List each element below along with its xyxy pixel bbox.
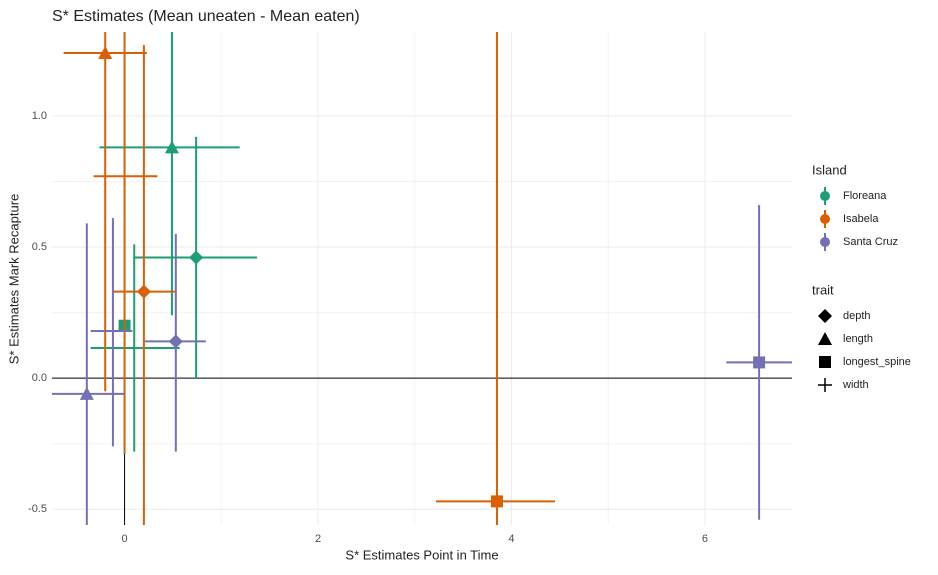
- y-tick-label: 1.0: [32, 110, 47, 122]
- x-tick-label: 4: [508, 533, 514, 545]
- point: [753, 356, 766, 369]
- legend-marker: [820, 191, 830, 201]
- legend-title: Island: [812, 162, 847, 177]
- y-axis-label: S* Estimates Mark Recapture: [6, 194, 21, 365]
- point: [490, 495, 503, 508]
- point: [189, 250, 204, 265]
- plot-area: [52, 32, 792, 525]
- legend-label: longest_spine: [843, 356, 911, 368]
- legend-label: Isabela: [843, 213, 879, 225]
- point: [79, 386, 94, 400]
- legend-label: width: [842, 379, 869, 391]
- x-tick-label: 2: [315, 533, 321, 545]
- point: [136, 284, 151, 299]
- x-tick-label: 6: [702, 533, 708, 545]
- legend-label: Santa Cruz: [843, 236, 898, 248]
- legend-marker: [820, 237, 830, 247]
- point: [117, 169, 132, 184]
- x-tick-label: 0: [121, 533, 127, 545]
- grid: [52, 32, 792, 525]
- y-tick-label: 0.0: [32, 372, 47, 384]
- legend-label: length: [843, 333, 873, 345]
- y-tick-label: 0.5: [32, 241, 47, 253]
- point: [168, 334, 183, 349]
- point: [818, 378, 832, 392]
- chart-title: S* Estimates (Mean uneaten - Mean eaten): [52, 8, 360, 25]
- legend-label: Floreana: [843, 190, 887, 202]
- y-tick-label: -0.5: [28, 503, 47, 515]
- point: [818, 309, 832, 323]
- point: [819, 356, 831, 368]
- legend-label: depth: [843, 310, 871, 322]
- point: [127, 340, 142, 355]
- point: [98, 45, 113, 59]
- legend-title: trait: [812, 282, 834, 297]
- point: [164, 140, 179, 154]
- legend-marker: [820, 214, 830, 224]
- point: [105, 323, 120, 338]
- point: [818, 332, 832, 345]
- x-axis-label: S* Estimates Point in Time: [345, 547, 498, 562]
